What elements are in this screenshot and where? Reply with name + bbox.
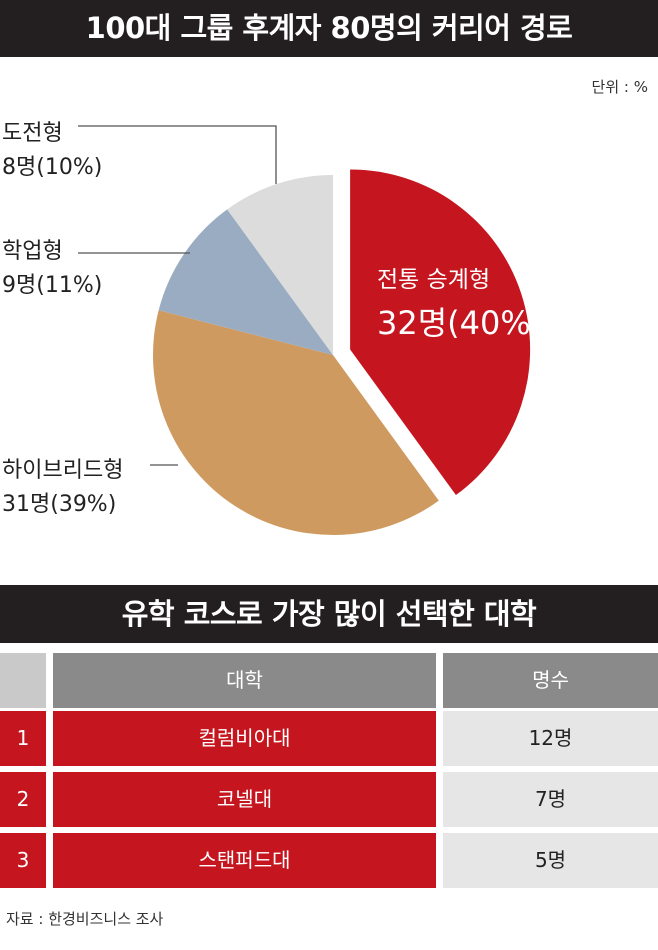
pie-slice-hybrid (153, 310, 439, 535)
header-university: 대학 (53, 653, 436, 708)
header-count: 명수 (443, 653, 658, 708)
rank-cell: 2 (0, 772, 46, 827)
slice-label-traditional-name: 전통 승계형 (377, 267, 490, 293)
university-cell: 컬럼비아대 (53, 711, 436, 766)
count-cell: 12명 (443, 711, 658, 766)
table-row: 1 컬럼비아대 12명 (0, 711, 658, 766)
table-title: 유학 코스로 가장 많이 선택한 대학 (0, 585, 658, 643)
count-cell: 5명 (443, 833, 658, 888)
source-note: 자료 : 한경비즈니스 조사 (6, 910, 164, 928)
pie-slice-traditional (350, 169, 531, 496)
slice-label-hakeop-count: 9명(11%) (2, 273, 102, 298)
slice-label-hybrid-count: 31명(39%) (2, 492, 116, 517)
slice-label-dojeon-name: 도전형 (2, 121, 63, 146)
count-cell: 7명 (443, 772, 658, 827)
pie-slice-dojeon (227, 175, 333, 355)
leader-line-dojeon (78, 125, 277, 184)
table-header-row: 대학 명수 (0, 653, 658, 708)
table-row: 3 스탠퍼드대 5명 (0, 833, 658, 888)
pie-slice-hakeop (158, 209, 333, 355)
university-cell: 코넬대 (53, 772, 436, 827)
slice-label-hybrid-name: 하이브리드형 (2, 458, 123, 483)
university-cell: 스탠퍼드대 (53, 833, 436, 888)
chart-title: 100대 그룹 후계자 80명의 커리어 경로 (0, 0, 658, 57)
unit-label: 단위 : % (591, 78, 648, 96)
pie-chart: 도전형 8명(10%) 학업형 9명(11%) 하이브리드형 31명(39%) … (2, 121, 543, 535)
slice-label-traditional-count: 32명(40%) (377, 304, 543, 342)
slice-label-hakeop-name: 학업형 (2, 239, 63, 264)
rank-cell: 1 (0, 711, 46, 766)
slice-label-dojeon-count: 8명(10%) (2, 155, 102, 180)
table-row: 2 코넬대 7명 (0, 772, 658, 827)
rank-cell: 3 (0, 833, 46, 888)
header-rank (0, 653, 46, 708)
